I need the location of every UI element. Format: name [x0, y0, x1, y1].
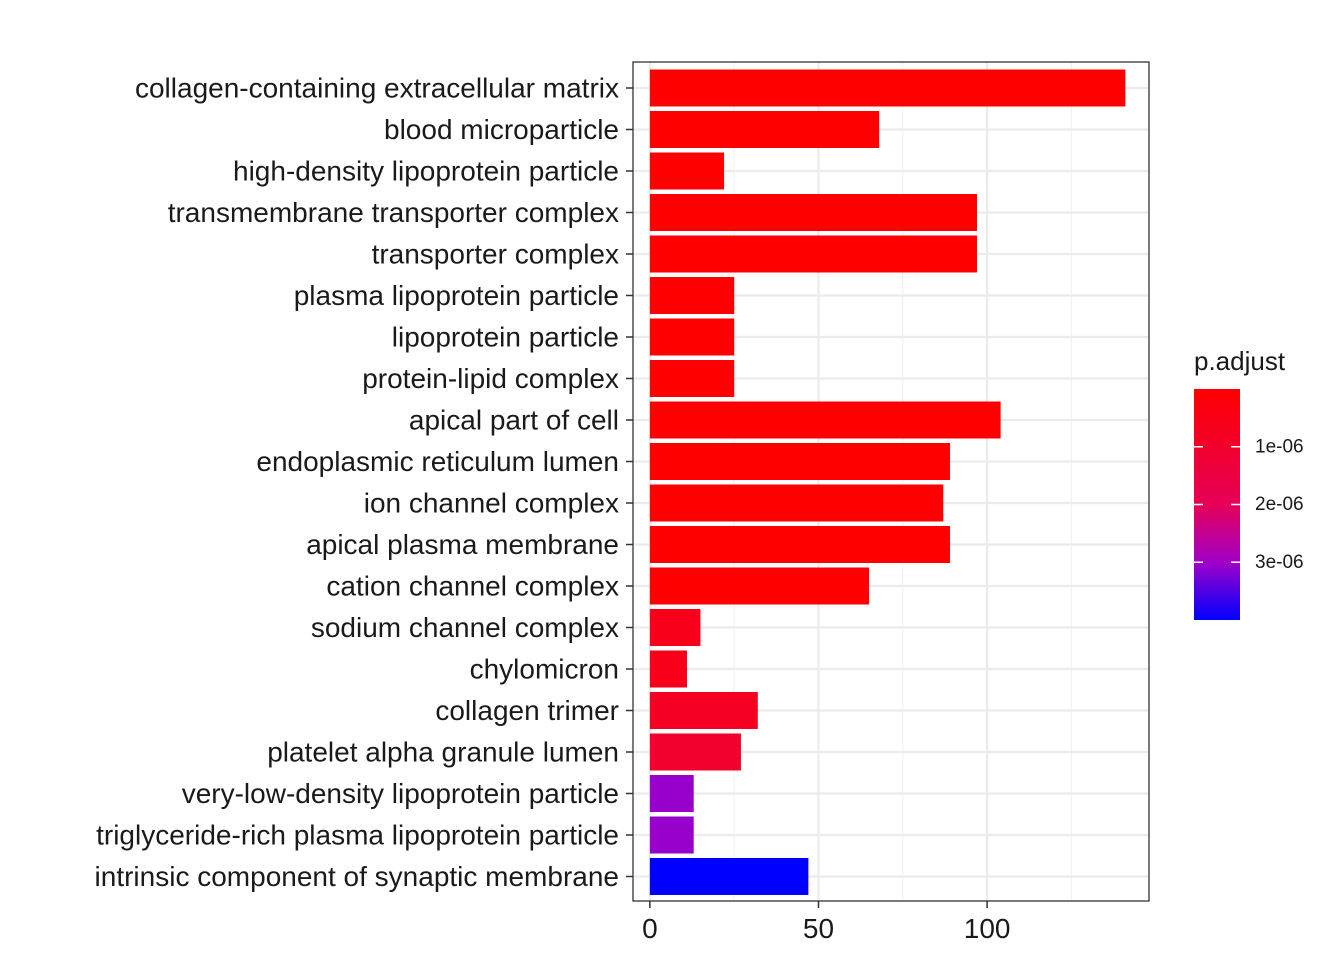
category-label: high-density lipoprotein particle	[233, 156, 619, 187]
bar	[649, 733, 741, 771]
legend-tick-label: 3e-06	[1255, 552, 1304, 573]
value-axis: 0 50 100	[642, 901, 1010, 944]
bar	[649, 235, 977, 273]
category-label: lipoprotein particle	[392, 322, 619, 353]
category-label: apical plasma membrane	[306, 529, 619, 560]
legend-tick-label: 2e-06	[1255, 494, 1304, 515]
category-label: transporter complex	[372, 239, 619, 270]
category-label: blood microparticle	[384, 114, 619, 145]
x-tick-label: 0	[642, 913, 658, 944]
category-axis: collagen-containing extracellular matrix…	[95, 73, 633, 892]
bar	[649, 526, 951, 563]
x-tick-label: 100	[964, 913, 1011, 944]
category-label: platelet alpha granule lumen	[267, 737, 619, 768]
category-label: apical part of cell	[409, 405, 619, 436]
bars	[649, 69, 1126, 895]
bar	[649, 111, 880, 148]
category-label: plasma lipoprotein particle	[294, 280, 619, 311]
bar	[649, 484, 944, 522]
category-label: cation channel complex	[326, 571, 619, 602]
legend-title: p.adjust	[1194, 346, 1286, 376]
category-label: chylomicron	[470, 654, 619, 685]
color-legend: p.adjust 1e-06 2e-06 3e-06	[1194, 346, 1304, 620]
bar	[649, 277, 735, 314]
bar	[649, 858, 809, 895]
category-label: protein-lipid complex	[362, 363, 619, 394]
category-label: endoplasmic reticulum lumen	[256, 446, 619, 477]
bar	[649, 443, 951, 480]
category-label: triglyceride-rich plasma lipoprotein par…	[96, 820, 619, 851]
category-label: intrinsic component of synaptic membrane	[95, 861, 619, 892]
category-label: very-low-density lipoprotein particle	[182, 778, 619, 809]
legend-tick-label: 1e-06	[1255, 436, 1304, 457]
x-tick-label: 50	[803, 913, 834, 944]
category-label: transmembrane transporter complex	[168, 197, 619, 228]
category-label: collagen-containing extracellular matrix	[135, 73, 619, 104]
bar	[649, 360, 735, 397]
category-label: ion channel complex	[364, 488, 619, 519]
category-label: collagen trimer	[435, 695, 619, 726]
bar	[649, 194, 977, 231]
bar	[649, 69, 1126, 107]
bar	[649, 609, 701, 646]
bar	[649, 567, 870, 605]
panel-border	[632, 61, 1150, 902]
bar	[649, 692, 758, 729]
bar	[649, 775, 694, 812]
category-label: sodium channel complex	[311, 612, 619, 643]
bar	[649, 650, 687, 688]
bar	[649, 152, 725, 190]
bar	[649, 401, 1001, 439]
bar	[649, 318, 735, 356]
bar	[649, 816, 694, 854]
